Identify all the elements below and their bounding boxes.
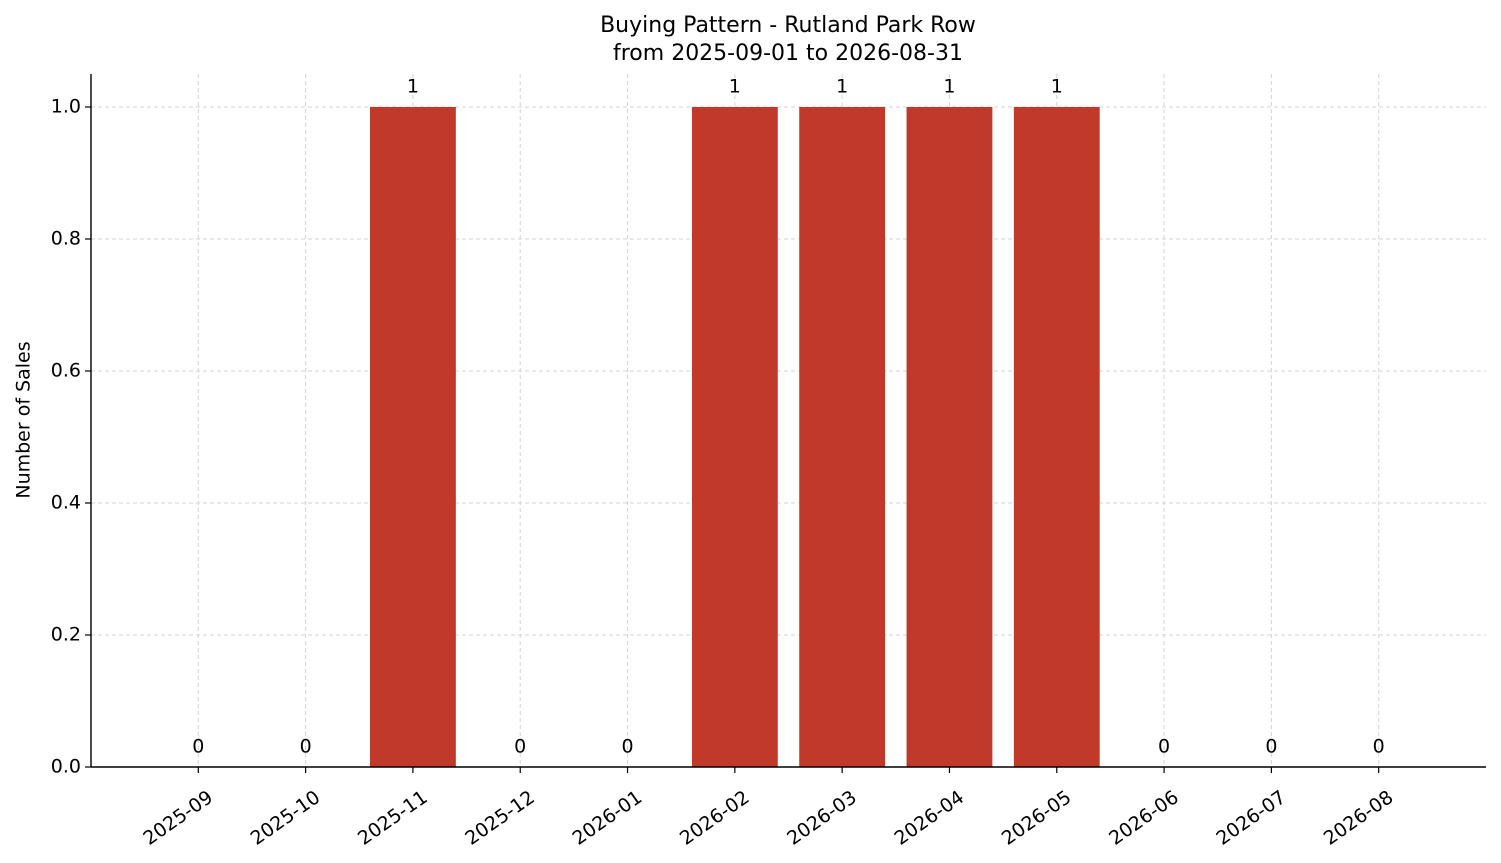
x-tick-label: 2026-08 (1320, 786, 1398, 850)
value-label: 1 (836, 76, 848, 98)
x-tick-label: 2025-12 (461, 786, 539, 850)
y-axis-label: Number of Sales (13, 341, 35, 498)
bar (691, 107, 778, 767)
y-tick-label: 0.0 (51, 756, 81, 778)
y-tick-label: 1.0 (51, 96, 81, 118)
value-label: 0 (300, 736, 312, 758)
value-label: 0 (1373, 736, 1385, 758)
x-tick-label: 2026-06 (1105, 786, 1183, 850)
x-tick-label: 2026-02 (676, 786, 754, 850)
value-label: 1 (943, 76, 955, 98)
x-tick-label: 2026-03 (783, 786, 861, 850)
y-tick-label: 0.4 (51, 492, 81, 514)
x-tick-label: 2025-10 (247, 786, 325, 850)
x-tick-label: 2025-11 (354, 786, 432, 850)
value-label: 0 (514, 736, 526, 758)
value-label: 1 (407, 76, 419, 98)
y-tick-label: 0.6 (51, 360, 81, 382)
value-label: 0 (1158, 736, 1170, 758)
chart-subtitle: from 2025-09-01 to 2026-08-31 (613, 41, 963, 66)
y-tick-label: 0.8 (51, 228, 81, 250)
chart-title: Buying Pattern - Rutland Park Row (600, 13, 976, 38)
bar (906, 107, 993, 767)
y-tick-label: 0.2 (51, 624, 81, 646)
bar (799, 107, 886, 767)
value-label: 0 (621, 736, 633, 758)
x-tick-label: 2026-05 (998, 786, 1076, 850)
x-tick-label: 2026-07 (1212, 786, 1290, 850)
value-label: 0 (1265, 736, 1277, 758)
value-label: 1 (729, 76, 741, 98)
value-label: 0 (192, 736, 204, 758)
x-tick-label: 2025-09 (139, 786, 217, 850)
bar (370, 107, 456, 767)
x-tick-label: 2026-04 (890, 786, 968, 850)
value-label: 1 (1051, 76, 1063, 98)
x-tick-label: 2026-01 (569, 786, 647, 850)
bar (1013, 107, 1100, 767)
